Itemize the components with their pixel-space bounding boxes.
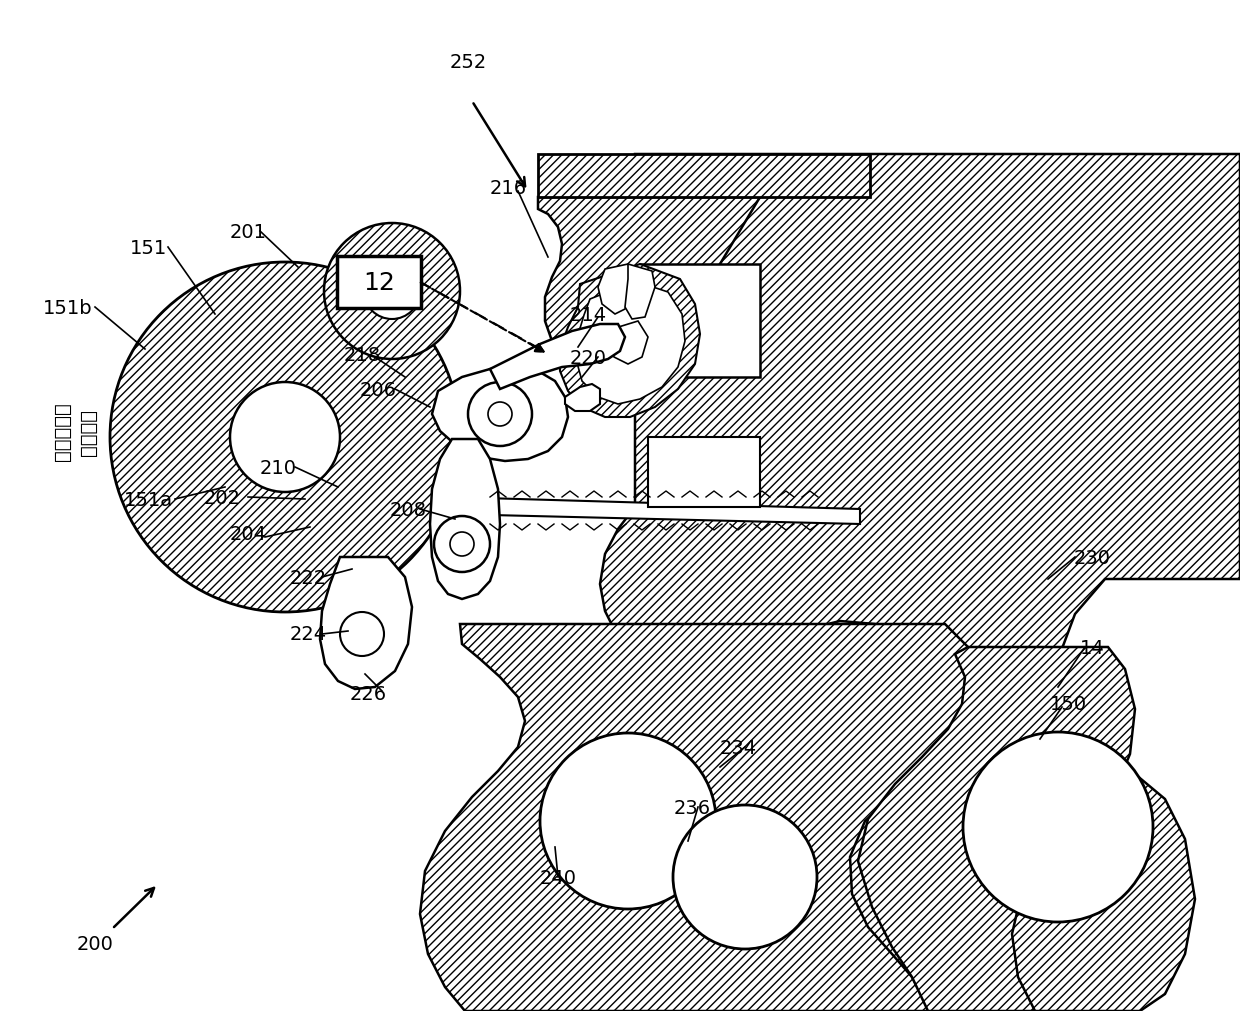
Polygon shape bbox=[577, 282, 684, 404]
Text: 14: 14 bbox=[1080, 638, 1105, 657]
Text: 240: 240 bbox=[539, 867, 577, 887]
Text: 151: 151 bbox=[129, 239, 166, 257]
Circle shape bbox=[963, 732, 1153, 922]
Text: 12: 12 bbox=[363, 271, 394, 295]
Text: 150: 150 bbox=[1049, 695, 1086, 714]
Circle shape bbox=[110, 263, 460, 613]
Polygon shape bbox=[600, 155, 1240, 1011]
Circle shape bbox=[340, 613, 384, 656]
Text: 206: 206 bbox=[360, 380, 397, 399]
Polygon shape bbox=[538, 155, 870, 198]
Text: 220: 220 bbox=[569, 348, 606, 367]
FancyBboxPatch shape bbox=[337, 257, 422, 308]
Text: 208: 208 bbox=[389, 500, 427, 519]
Text: 门锁销脱离: 门锁销脱离 bbox=[52, 402, 72, 461]
Text: 气门待用: 气门待用 bbox=[78, 408, 98, 455]
Text: 210: 210 bbox=[259, 458, 296, 477]
Polygon shape bbox=[320, 557, 412, 690]
Polygon shape bbox=[420, 625, 978, 1011]
Circle shape bbox=[434, 517, 490, 572]
Polygon shape bbox=[565, 384, 600, 411]
Text: 252: 252 bbox=[449, 53, 486, 72]
Text: 236: 236 bbox=[673, 798, 711, 817]
Circle shape bbox=[324, 223, 460, 360]
Text: 222: 222 bbox=[289, 568, 326, 587]
Circle shape bbox=[365, 264, 420, 319]
Polygon shape bbox=[560, 265, 701, 418]
Text: 201: 201 bbox=[229, 222, 267, 242]
Text: 151a: 151a bbox=[124, 490, 172, 509]
Text: 200: 200 bbox=[77, 934, 113, 953]
Polygon shape bbox=[625, 265, 655, 319]
Text: 226: 226 bbox=[350, 684, 387, 704]
Text: 218: 218 bbox=[343, 345, 381, 364]
Circle shape bbox=[467, 382, 532, 447]
Polygon shape bbox=[608, 321, 649, 365]
Text: 224: 224 bbox=[289, 625, 326, 644]
Text: 151b: 151b bbox=[43, 298, 93, 317]
Circle shape bbox=[489, 402, 512, 427]
Circle shape bbox=[539, 733, 715, 909]
Polygon shape bbox=[538, 198, 760, 375]
Text: 216: 216 bbox=[490, 178, 527, 197]
Polygon shape bbox=[598, 265, 635, 314]
Polygon shape bbox=[490, 325, 625, 389]
Circle shape bbox=[673, 805, 817, 949]
Text: 202: 202 bbox=[203, 488, 241, 507]
Polygon shape bbox=[640, 265, 760, 378]
Text: 230: 230 bbox=[1074, 548, 1111, 567]
Polygon shape bbox=[649, 438, 760, 508]
Polygon shape bbox=[858, 647, 1135, 1011]
Polygon shape bbox=[450, 497, 861, 525]
Circle shape bbox=[229, 382, 340, 492]
Text: 214: 214 bbox=[569, 305, 606, 325]
Polygon shape bbox=[432, 368, 568, 462]
Text: 234: 234 bbox=[719, 738, 756, 757]
Text: 204: 204 bbox=[229, 525, 267, 544]
Polygon shape bbox=[430, 440, 500, 600]
Circle shape bbox=[450, 533, 474, 556]
